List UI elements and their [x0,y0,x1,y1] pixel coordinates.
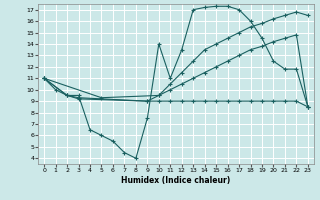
X-axis label: Humidex (Indice chaleur): Humidex (Indice chaleur) [121,176,231,185]
